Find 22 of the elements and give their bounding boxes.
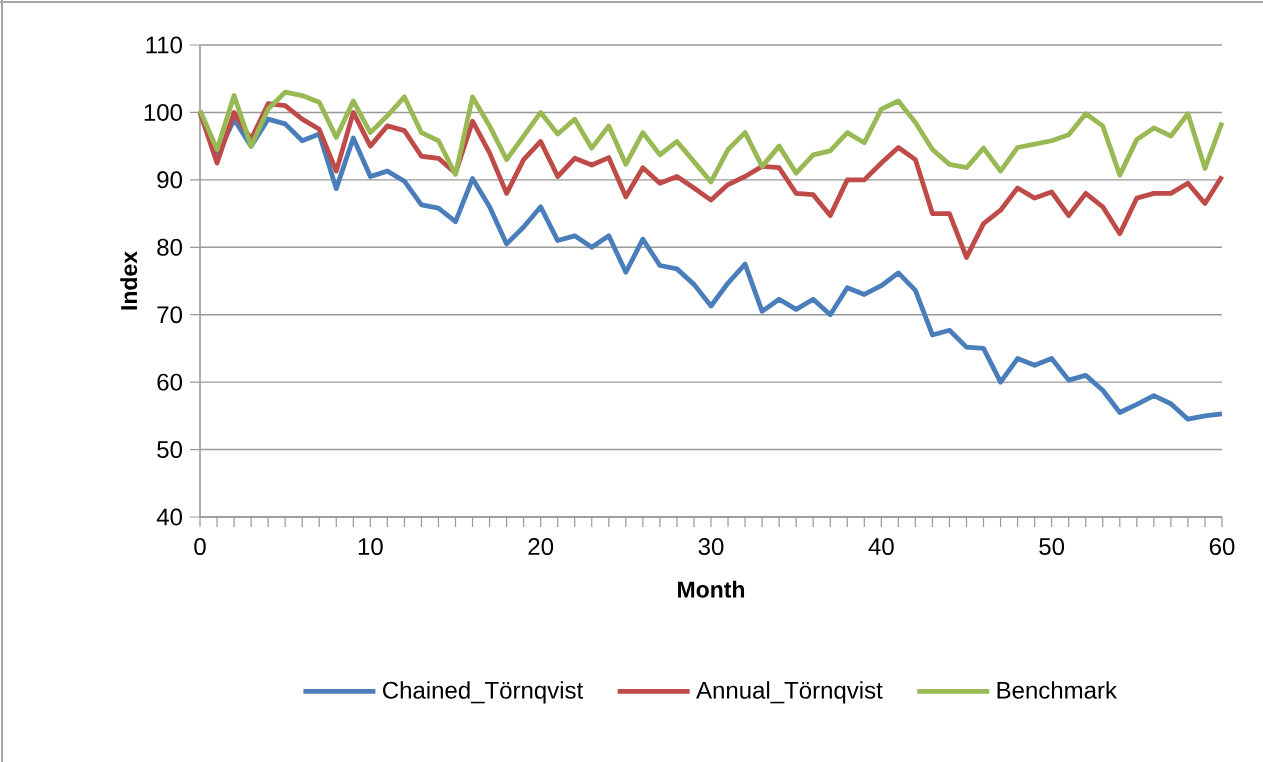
y-tick-label: 70	[157, 306, 183, 324]
legend-label: Chained_Törnqvist	[383, 681, 584, 704]
line-series	[197, 101, 1225, 260]
legend-label: Benchmark	[997, 681, 1118, 699]
x-tick-label: 40	[868, 538, 894, 556]
x-tick-label: 0	[194, 538, 206, 556]
y-tick-label: 110	[146, 36, 183, 54]
y-tick-label: 80	[157, 238, 183, 256]
x-tick-label: 60	[1209, 538, 1235, 556]
y-tick-label: 100	[144, 103, 183, 121]
legend-label: Annual_Törnqvist	[696, 681, 883, 704]
line-series	[197, 89, 1225, 185]
y-axis-title: Index	[120, 251, 138, 310]
x-axis-title: Month	[678, 580, 745, 598]
x-tick-label: 50	[1039, 538, 1065, 556]
y-tick-label: 40	[156, 508, 183, 526]
x-tick-label: 20	[528, 538, 554, 556]
x-tick-label: 30	[698, 538, 724, 556]
x-tick-label: 10	[358, 538, 383, 556]
y-tick-label: 50	[157, 441, 183, 459]
y-tick-label: 60	[157, 373, 183, 391]
y-tick-label: 90	[157, 171, 183, 189]
